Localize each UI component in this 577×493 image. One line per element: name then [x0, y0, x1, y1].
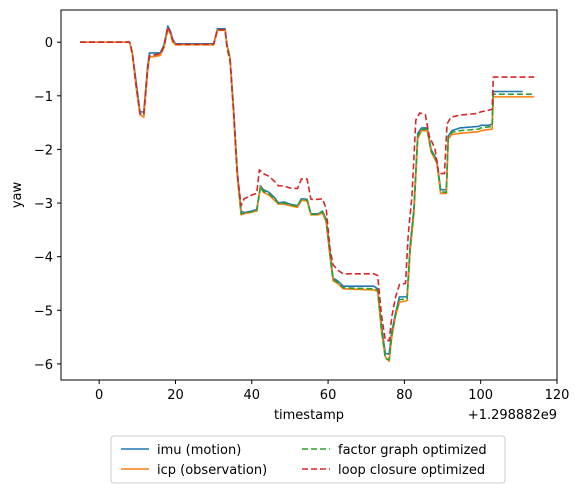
y-axis-label: yaw [10, 181, 25, 208]
x-axis-ticks: 0 20 40 60 80 100 120 [95, 380, 569, 403]
y-tick-label: 0 [45, 36, 53, 51]
legend-items: imu (motion) icp (observation) factor grap… [121, 443, 487, 478]
y-axis-ticks: 0 −1 −2 −3 −4 −5 −6 [34, 36, 61, 373]
x-tick-label: 0 [95, 388, 103, 403]
legend-frame [110, 435, 506, 484]
legend-label-2: factor graph optimized [338, 443, 487, 458]
y-tick-label: −1 [34, 90, 53, 105]
y-tick-label: −2 [34, 143, 53, 158]
x-tick-label: 100 [468, 388, 493, 403]
y-tick-label: −6 [34, 358, 53, 373]
plot-frame [60, 9, 558, 381]
plot-lines [80, 25, 535, 363]
legend-label-1: icp (observation) [157, 463, 267, 478]
y-tick-label: −5 [34, 304, 53, 319]
series-line-3 [80, 26, 535, 342]
legend-label-3: loop closure optimized [338, 463, 485, 478]
y-tick-label: −4 [34, 251, 53, 266]
x-offset-label: +1.298882e9 [468, 408, 557, 423]
x-tick-label: 120 [545, 388, 570, 403]
x-tick-label: 80 [396, 388, 413, 403]
legend-label-0: imu (motion) [157, 443, 241, 458]
x-axis-label: timestamp [274, 408, 344, 423]
y-tick-label: −3 [34, 197, 53, 212]
x-tick-label: 60 [320, 388, 337, 403]
legend: imu (motion) icp (observation) factor grap… [110, 435, 506, 484]
x-tick-label: 40 [243, 388, 260, 403]
x-tick-label: 20 [167, 388, 184, 403]
